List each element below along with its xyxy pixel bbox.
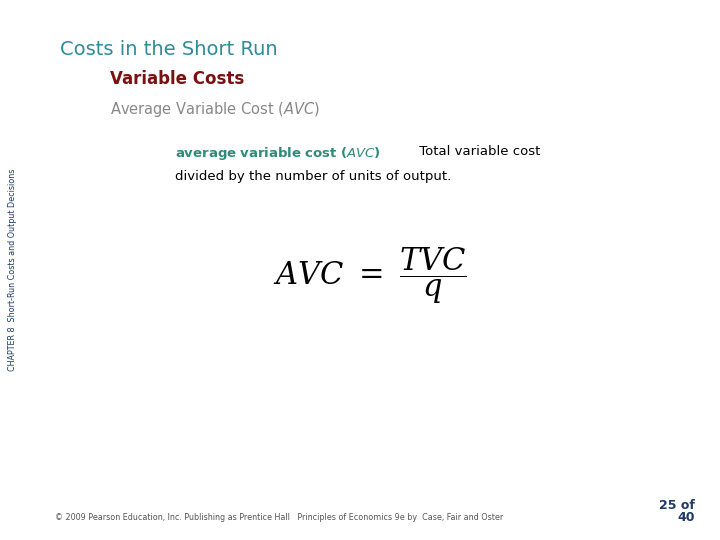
Text: © 2009 Pearson Education, Inc. Publishing as Prentice Hall   Principles of Econo: © 2009 Pearson Education, Inc. Publishin… — [55, 513, 503, 522]
Text: Total variable cost: Total variable cost — [415, 145, 541, 158]
Text: Average Variable Cost ($\mathit{AVC}$): Average Variable Cost ($\mathit{AVC}$) — [110, 100, 320, 119]
Text: divided by the number of units of output.: divided by the number of units of output… — [175, 170, 451, 183]
Text: Variable Costs: Variable Costs — [110, 70, 244, 88]
Text: $\mathit{AVC}\ =\ \dfrac{\mathit{TVC}}{\mathit{q}}$: $\mathit{AVC}\ =\ \dfrac{\mathit{TVC}}{\… — [273, 245, 467, 306]
Text: 25 of: 25 of — [659, 499, 695, 512]
Text: Costs in the Short Run: Costs in the Short Run — [60, 40, 278, 59]
Text: CHAPTER 8  Short-Run Costs and Output Decisions: CHAPTER 8 Short-Run Costs and Output Dec… — [9, 169, 17, 371]
Text: 40: 40 — [678, 511, 695, 524]
Text: $\mathbf{average\ variable\ cost\ (}\mathbf{\mathit{AVC}}\mathbf{)}$: $\mathbf{average\ variable\ cost\ (}\mat… — [175, 145, 381, 162]
